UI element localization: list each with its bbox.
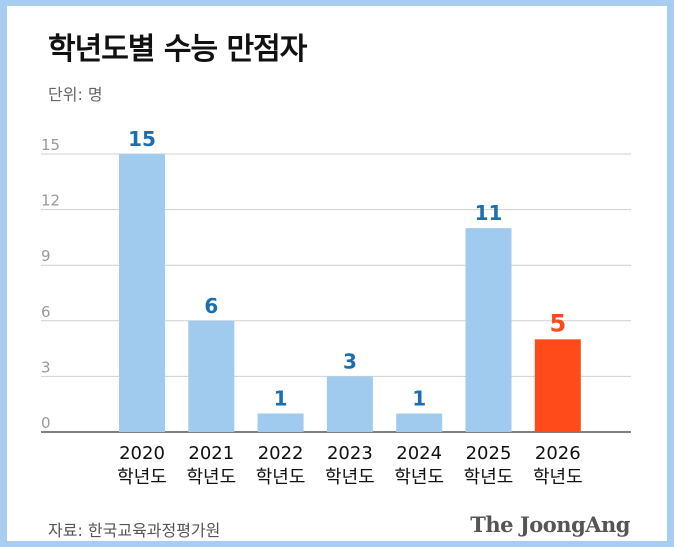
bar <box>119 154 165 432</box>
x-tick-sublabel: 학년도 <box>533 467 583 488</box>
data-label: 11 <box>475 201 503 225</box>
x-tick-label: 2020 <box>119 443 165 464</box>
chart-card: 학년도별 수능 만점자 단위: 명 0 3 6 9 12 15 15 2020 학년도 6 2021… <box>7 6 667 541</box>
x-tick-label: 2026 <box>535 443 581 464</box>
x-tick-sublabel: 학년도 <box>394 467 444 488</box>
data-label: 6 <box>204 294 218 318</box>
data-label: 1 <box>274 386 288 410</box>
bar <box>534 339 581 432</box>
y-tick-label: 6 <box>41 303 51 321</box>
bar <box>257 413 304 432</box>
x-tick-sublabel: 학년도 <box>186 467 236 488</box>
x-tick-label: 2024 <box>396 443 442 464</box>
x-tick-sublabel: 학년도 <box>117 467 167 488</box>
data-label: 5 <box>549 309 566 337</box>
chart-title: 학년도별 수능 만점자 <box>48 32 307 67</box>
x-tick-sublabel: 학년도 <box>325 467 375 488</box>
source-note: 자료: 한국교육과정평가원 <box>48 521 221 540</box>
bar <box>465 228 512 432</box>
y-tick-label: 3 <box>41 358 51 376</box>
x-tick-label: 2021 <box>188 443 234 464</box>
brand-logo: The JoongAng <box>470 512 630 537</box>
bar <box>188 320 235 432</box>
data-label: 3 <box>343 349 357 373</box>
data-label: 15 <box>128 127 156 151</box>
x-tick-sublabel: 학년도 <box>256 467 306 488</box>
unit-label: 단위: 명 <box>48 85 103 104</box>
x-tick-sublabel: 학년도 <box>464 467 514 488</box>
x-tick-label: 2025 <box>466 443 512 464</box>
x-tick-label: 2023 <box>327 443 373 464</box>
x-tick-label: 2022 <box>258 443 304 464</box>
y-tick-label: 9 <box>41 247 51 265</box>
bar <box>396 413 443 432</box>
y-tick-label: 15 <box>41 136 60 154</box>
bar <box>326 376 373 432</box>
y-tick-label: 0 <box>41 414 51 432</box>
y-tick-label: 12 <box>41 192 60 210</box>
data-label: 1 <box>412 386 426 410</box>
